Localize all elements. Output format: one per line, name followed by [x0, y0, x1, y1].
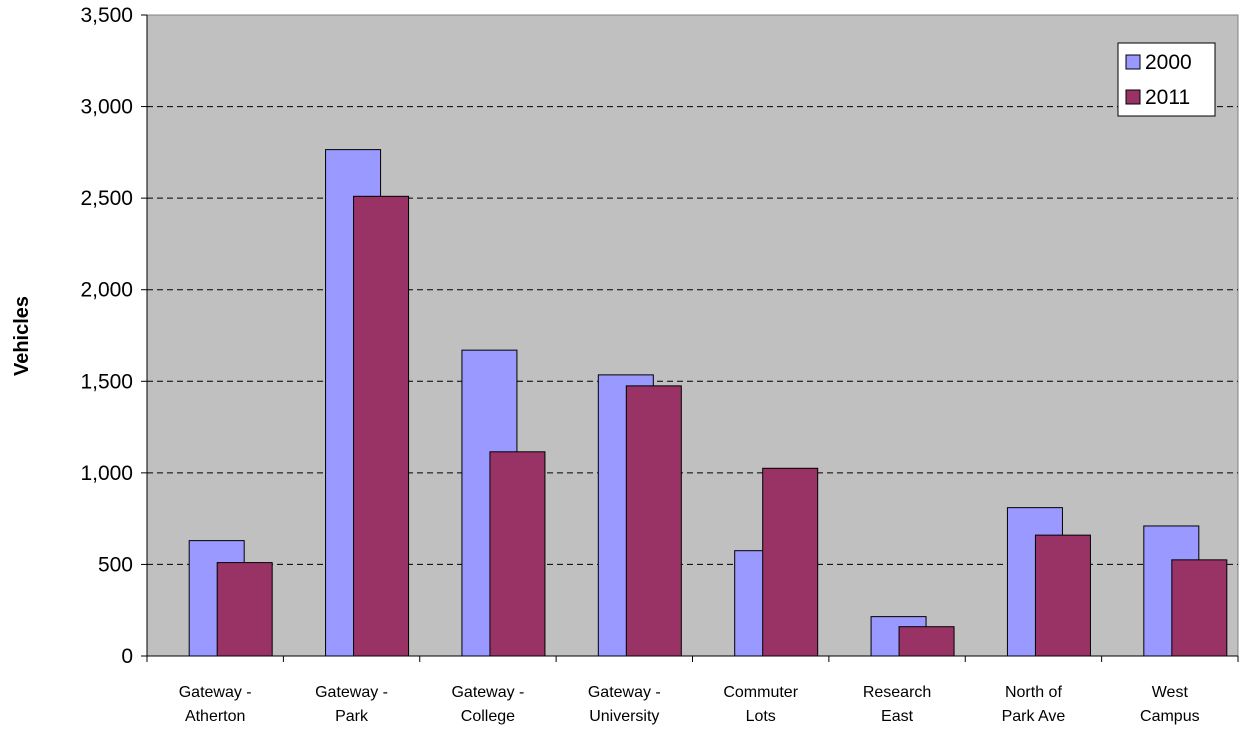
legend-swatch-2011 [1125, 89, 1141, 105]
bar-2011-2 [489, 451, 546, 657]
legend-label-2011: 2011 [1145, 86, 1190, 109]
bar-2011-7 [1171, 559, 1228, 657]
y-tick-label: 1,500 [80, 370, 133, 393]
x-tick-label: Commuter [723, 684, 798, 701]
y-tick-label: 3,000 [80, 96, 133, 119]
legend-swatch-2000 [1125, 54, 1141, 70]
x-tick-labels: Gateway - Atherton Gateway - Park Gateway - C… [179, 684, 1200, 725]
bar-2011-3 [625, 385, 682, 657]
x-tick-label: Gateway - [179, 684, 252, 701]
x-tick-label: Lots [746, 708, 776, 725]
x-tick-label: Gateway - [315, 684, 388, 701]
y-tick-label: 2,500 [80, 187, 133, 210]
y-tick-labels: 0 500 1,000 1,500 2,000 2,500 3,000 3,500 [80, 4, 133, 668]
bar-2011-5 [898, 626, 955, 657]
y-tick-label: 0 [121, 645, 133, 668]
legend-label-2000: 2000 [1145, 51, 1192, 74]
x-tick-label: Park Ave [1002, 708, 1066, 725]
y-tick-label: 1,000 [80, 462, 133, 485]
x-tick-label: Atherton [185, 708, 245, 725]
legend: 2000 2011 [1117, 42, 1216, 117]
axes [141, 14, 1239, 662]
bar-2011-6 [1034, 534, 1091, 657]
x-tick-label: University [589, 708, 659, 725]
x-tick-label: Park [335, 708, 369, 725]
x-tick-label: Research [863, 684, 931, 701]
y-tick-label: 3,500 [80, 4, 133, 27]
y-axis-title: Vehicles [11, 296, 33, 376]
x-tick-label: North of [1005, 684, 1062, 701]
bars [188, 149, 1228, 657]
x-tick-label: East [881, 708, 914, 725]
x-tick-label: Gateway - [588, 684, 661, 701]
x-tick-label: Campus [1140, 708, 1200, 725]
y-tick-label: 2,000 [80, 279, 133, 302]
y-tick-label: 500 [98, 553, 133, 576]
x-tick-label: College [461, 708, 515, 725]
bar-2011-0 [216, 562, 273, 657]
bar-2011-1 [353, 195, 410, 657]
x-tick-label: Gateway - [451, 684, 524, 701]
bar-2011-4 [762, 467, 819, 657]
x-tick-label: West [1152, 684, 1189, 701]
